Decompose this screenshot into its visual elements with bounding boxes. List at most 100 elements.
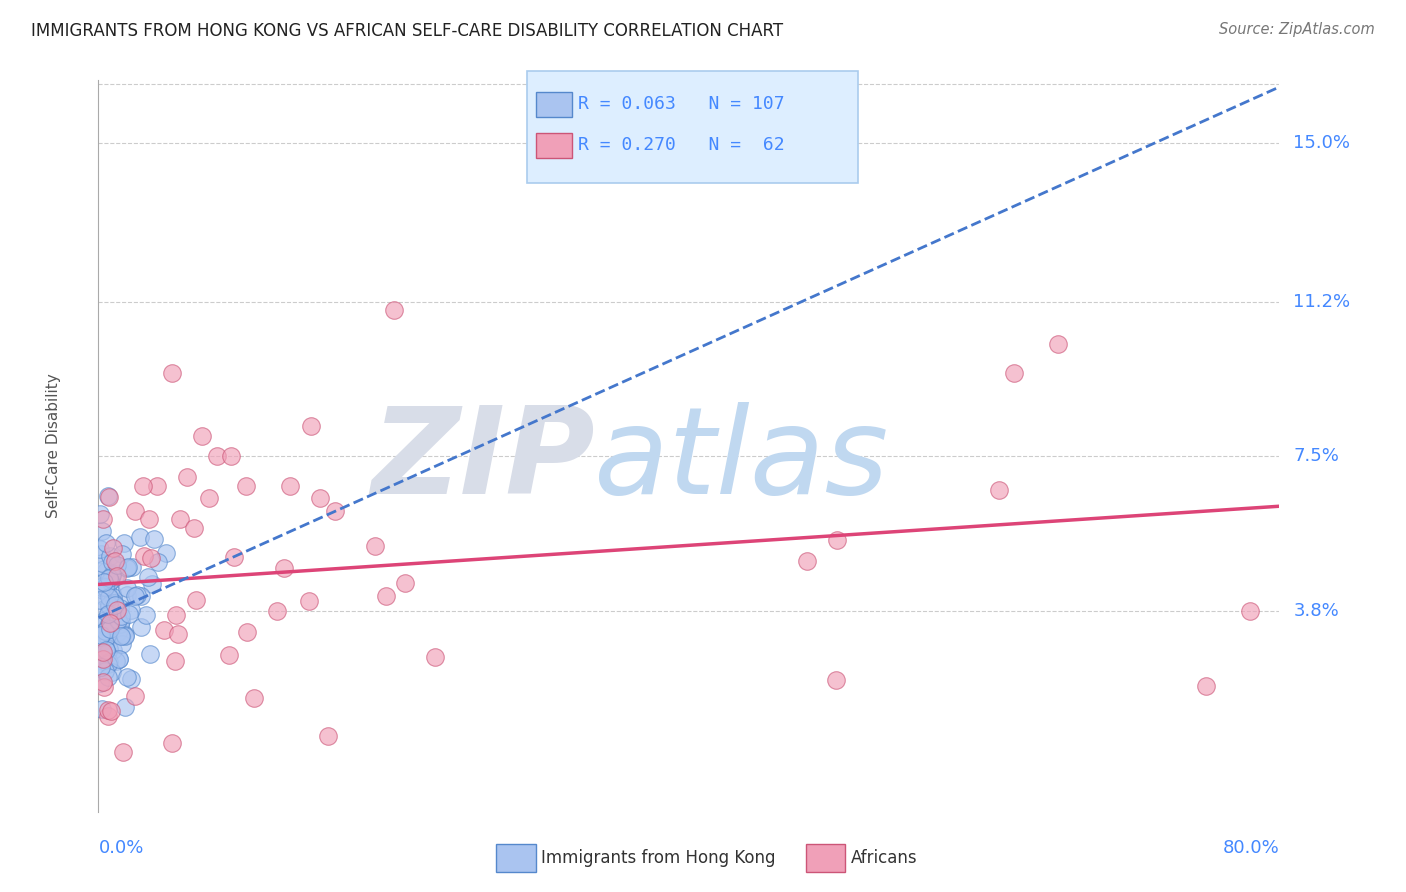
Point [115, 581, 138, 595]
Point [90, 628, 112, 642]
Point [98, 490, 121, 504]
Point [96, 582, 118, 597]
Point [120, 603, 142, 617]
Point [112, 536, 135, 550]
Point [363, 539, 385, 553]
Point [98, 571, 121, 585]
Point [89, 676, 111, 690]
Point [98, 599, 121, 613]
Point [104, 554, 127, 568]
Point [423, 649, 446, 664]
Point [97, 590, 120, 604]
Point [89, 661, 111, 675]
Text: Source: ZipAtlas.com: Source: ZipAtlas.com [1219, 22, 1375, 37]
Point [100, 665, 122, 680]
Point [243, 691, 266, 706]
Point [218, 648, 240, 663]
Point [111, 547, 134, 561]
Point [205, 450, 228, 464]
Point [110, 629, 132, 643]
Point [100, 592, 122, 607]
Text: Self-Care Disability: Self-Care Disability [46, 374, 60, 518]
Point [111, 626, 134, 640]
Point [110, 629, 132, 643]
Point [176, 470, 198, 484]
Point [93, 674, 115, 689]
Point [91, 645, 114, 659]
Point [91, 579, 114, 593]
Point [114, 629, 136, 643]
Point [89, 630, 111, 644]
Point [111, 637, 134, 651]
Point [160, 735, 183, 749]
Point [146, 555, 169, 569]
Point [124, 689, 146, 703]
Point [96, 536, 118, 550]
Text: 11.2%: 11.2% [1294, 293, 1351, 310]
Point [825, 673, 848, 687]
Point [183, 520, 205, 534]
Point [155, 546, 177, 560]
Point [103, 541, 125, 556]
Point [825, 533, 848, 547]
Point [93, 601, 115, 615]
Point [139, 551, 162, 566]
Point [96, 629, 118, 643]
Point [97, 709, 120, 723]
Point [107, 652, 129, 666]
Point [91, 556, 114, 570]
Point [91, 524, 114, 538]
Point [132, 479, 155, 493]
Point [94, 580, 117, 594]
Point [101, 586, 124, 600]
Point [221, 450, 243, 464]
Point [97, 657, 120, 671]
Point [107, 613, 129, 627]
Point [100, 568, 122, 582]
Point [1195, 679, 1218, 693]
Point [94, 613, 117, 627]
Text: 80.0%: 80.0% [1223, 839, 1279, 857]
Point [100, 574, 122, 588]
Point [89, 588, 111, 602]
Point [94, 665, 117, 679]
Point [97, 619, 120, 633]
Point [90, 581, 112, 595]
Point [100, 555, 122, 569]
Point [100, 622, 122, 636]
Point [98, 624, 121, 639]
Point [91, 583, 114, 598]
Point [93, 618, 115, 632]
Point [96, 564, 118, 578]
Point [266, 603, 288, 617]
Point [90, 660, 112, 674]
Point [98, 622, 121, 636]
Point [96, 648, 118, 662]
Point [129, 620, 152, 634]
Point [796, 554, 818, 568]
Point [90, 701, 112, 715]
Point [153, 623, 176, 637]
Point [280, 479, 302, 493]
Point [97, 607, 120, 621]
Point [273, 561, 295, 575]
Text: Africans: Africans [851, 849, 917, 867]
Point [184, 593, 207, 607]
Point [89, 650, 111, 665]
Point [235, 479, 257, 493]
Point [141, 576, 163, 591]
Point [129, 530, 152, 544]
Point [105, 654, 128, 668]
Point [98, 641, 121, 656]
Point [91, 652, 114, 666]
Point [129, 589, 152, 603]
Point [93, 562, 115, 576]
Point [93, 511, 115, 525]
Point [139, 647, 162, 661]
Point [162, 366, 183, 380]
Point [1002, 366, 1025, 380]
Point [103, 590, 125, 604]
Point [110, 608, 132, 623]
Point [108, 601, 131, 615]
Point [97, 600, 120, 615]
